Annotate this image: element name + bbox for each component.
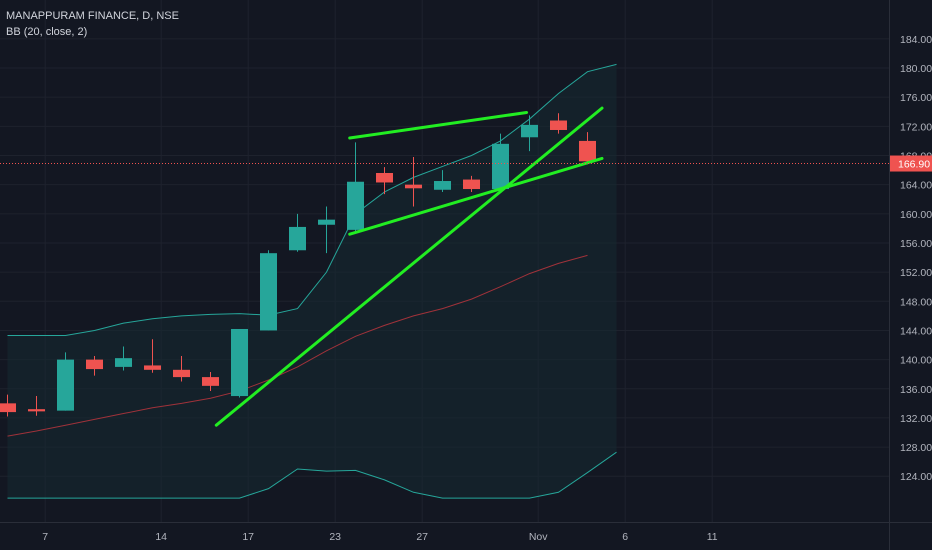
price-tick-label: 140.00 xyxy=(900,355,932,367)
price-tick-label: 180.00 xyxy=(900,63,932,75)
trendline xyxy=(348,110,529,140)
candle xyxy=(57,352,74,411)
candle-body xyxy=(289,226,306,251)
price-tick-label: 172.00 xyxy=(900,121,932,133)
time-tick-label: 17 xyxy=(242,531,254,543)
price-tick-label: 136.00 xyxy=(900,384,932,396)
candle xyxy=(289,213,306,252)
time-tick-label: 6 xyxy=(622,531,628,543)
candle-body xyxy=(579,140,596,162)
candle xyxy=(521,115,538,152)
candle-body xyxy=(347,181,364,230)
price-tick-label: 124.00 xyxy=(900,471,932,483)
candle-body xyxy=(202,377,219,386)
trendlines-layer xyxy=(214,106,604,427)
time-tick-label: 14 xyxy=(155,531,167,543)
candle xyxy=(318,206,335,254)
price-tick-label: 128.00 xyxy=(900,442,932,454)
candle-body xyxy=(57,359,74,411)
time-tick-label: Nov xyxy=(529,531,548,543)
candle xyxy=(260,250,277,331)
candle xyxy=(173,355,190,382)
price-tick-label: 176.00 xyxy=(900,92,932,104)
candle-body xyxy=(0,403,16,413)
price-tick-label: 156.00 xyxy=(900,238,932,250)
time-tick-label: 27 xyxy=(416,531,428,543)
candles-layer xyxy=(0,113,596,417)
time-axis[interactable]: 7 14 17 23 27 Nov 6 11 xyxy=(42,531,718,543)
candle-body xyxy=(434,181,451,190)
bollinger-band-fill xyxy=(7,64,617,499)
candle-body xyxy=(521,124,538,138)
trendline xyxy=(348,156,604,236)
candle xyxy=(550,113,567,134)
time-tick-label: 7 xyxy=(42,531,48,543)
candle xyxy=(463,175,480,192)
last-price-label: 166.90 xyxy=(898,159,930,171)
candle xyxy=(492,133,509,191)
candle-body xyxy=(550,120,567,130)
candle-body xyxy=(463,179,480,190)
bollinger-fill-layer xyxy=(7,64,617,499)
candle xyxy=(86,355,103,376)
trendline xyxy=(214,106,604,427)
last-price-tag xyxy=(890,155,932,172)
price-tick-label: 160.00 xyxy=(900,209,932,221)
candle-body xyxy=(144,365,161,370)
candle xyxy=(115,346,132,371)
bollinger-lower-line xyxy=(7,451,617,499)
candle xyxy=(0,394,16,417)
candle-body xyxy=(492,143,509,190)
candle xyxy=(434,170,451,192)
candle-body xyxy=(405,184,422,189)
chart-legend: MANAPPURAM FINANCE, D, NSE BB (20, close… xyxy=(6,8,179,40)
candle-body xyxy=(318,219,335,225)
price-axis[interactable]: 184.00180.00176.00172.00168.00164.00160.… xyxy=(890,34,932,483)
candle-body xyxy=(231,328,248,397)
time-tick-label: 23 xyxy=(329,531,341,543)
time-tick-label: 11 xyxy=(707,531,718,543)
candle xyxy=(231,328,248,398)
price-tick-label: 144.00 xyxy=(900,325,932,337)
price-tick-label: 164.00 xyxy=(900,180,932,192)
candle-body xyxy=(376,172,393,183)
candle xyxy=(202,372,219,391)
candle-body xyxy=(28,409,45,412)
price-tick-label: 184.00 xyxy=(900,34,932,46)
candle xyxy=(376,167,393,195)
candle xyxy=(405,156,422,207)
candle-body xyxy=(260,253,277,331)
candle-body xyxy=(173,369,190,378)
candle xyxy=(144,339,161,373)
candle xyxy=(579,132,596,165)
candle xyxy=(347,142,364,233)
candle xyxy=(28,396,45,416)
price-tick-label: 148.00 xyxy=(900,296,932,308)
symbol-title[interactable]: MANAPPURAM FINANCE, D, NSE xyxy=(6,10,179,22)
price-tick-label: 152.00 xyxy=(900,267,932,279)
bollinger-lines-layer xyxy=(7,63,617,499)
bollinger-basis-line xyxy=(7,254,588,437)
candle-body xyxy=(86,359,103,370)
price-tick-label: 132.00 xyxy=(900,413,932,425)
indicator-title[interactable]: BB (20, close, 2) xyxy=(6,26,88,38)
bollinger-upper-line xyxy=(7,63,617,337)
candle-body xyxy=(115,358,132,367)
